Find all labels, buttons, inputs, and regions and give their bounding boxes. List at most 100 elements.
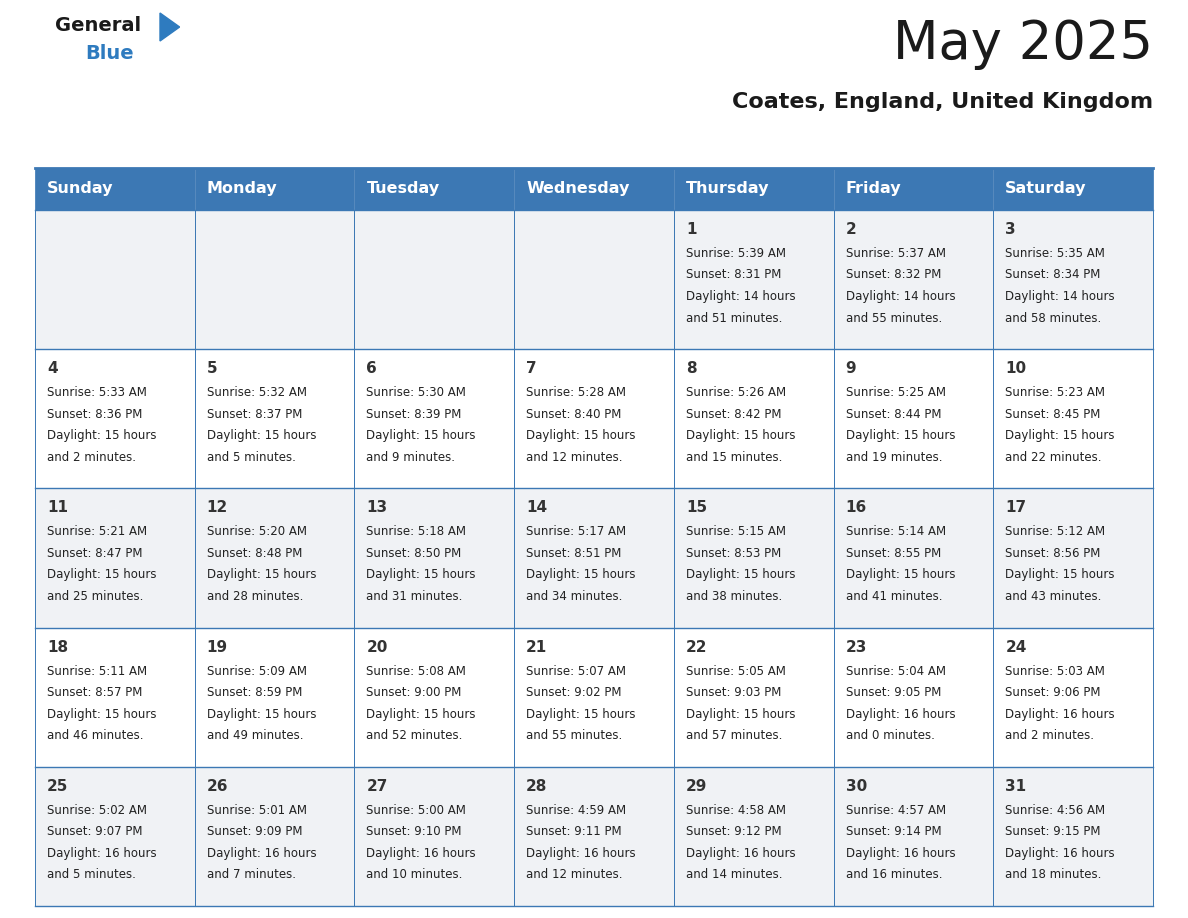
Text: Daylight: 15 hours: Daylight: 15 hours [846, 430, 955, 442]
Bar [354, 488, 514, 628]
Text: Daylight: 15 hours: Daylight: 15 hours [48, 708, 157, 721]
Text: Daylight: 16 hours: Daylight: 16 hours [526, 846, 636, 860]
Text: May 2025: May 2025 [893, 18, 1154, 70]
Bar [354, 767, 514, 906]
Text: Sunrise: 5:35 AM: Sunrise: 5:35 AM [1005, 247, 1105, 260]
Polygon shape [160, 13, 179, 41]
Text: Sunset: 8:42 PM: Sunset: 8:42 PM [685, 408, 782, 420]
Bar [674, 767, 834, 906]
Text: and 55 minutes.: and 55 minutes. [526, 729, 623, 742]
Text: Daylight: 15 hours: Daylight: 15 hours [366, 708, 476, 721]
Text: Sunrise: 5:23 AM: Sunrise: 5:23 AM [1005, 386, 1105, 399]
Bar [834, 488, 993, 628]
Text: and 12 minutes.: and 12 minutes. [526, 868, 623, 881]
Text: Sunrise: 5:11 AM: Sunrise: 5:11 AM [48, 665, 147, 677]
Text: Sunrise: 5:01 AM: Sunrise: 5:01 AM [207, 804, 307, 817]
Bar [834, 210, 993, 349]
Text: Daylight: 15 hours: Daylight: 15 hours [526, 430, 636, 442]
Text: Sunset: 9:07 PM: Sunset: 9:07 PM [48, 825, 143, 838]
Text: Sunrise: 5:26 AM: Sunrise: 5:26 AM [685, 386, 786, 399]
Text: Daylight: 15 hours: Daylight: 15 hours [207, 430, 316, 442]
Text: 27: 27 [366, 778, 387, 794]
Text: 24: 24 [1005, 640, 1026, 655]
Text: 13: 13 [366, 500, 387, 515]
Text: 8: 8 [685, 361, 696, 376]
Text: and 49 minutes.: and 49 minutes. [207, 729, 303, 742]
Text: Sunrise: 5:21 AM: Sunrise: 5:21 AM [48, 525, 147, 538]
Text: Sunset: 9:02 PM: Sunset: 9:02 PM [526, 686, 621, 700]
Text: 7: 7 [526, 361, 537, 376]
Text: 2: 2 [846, 222, 857, 237]
Text: Sunset: 8:34 PM: Sunset: 8:34 PM [1005, 268, 1100, 282]
Text: Wednesday: Wednesday [526, 182, 630, 196]
Text: Sunrise: 5:28 AM: Sunrise: 5:28 AM [526, 386, 626, 399]
Text: Daylight: 16 hours: Daylight: 16 hours [846, 846, 955, 860]
Bar [34, 488, 195, 628]
Text: Tuesday: Tuesday [366, 182, 440, 196]
Text: and 55 minutes.: and 55 minutes. [846, 311, 942, 324]
Text: Sunset: 8:36 PM: Sunset: 8:36 PM [48, 408, 143, 420]
Text: 1: 1 [685, 222, 696, 237]
Text: Sunrise: 5:37 AM: Sunrise: 5:37 AM [846, 247, 946, 260]
Bar [514, 168, 674, 210]
Text: 20: 20 [366, 640, 387, 655]
Text: Sunrise: 5:17 AM: Sunrise: 5:17 AM [526, 525, 626, 538]
Text: Daylight: 16 hours: Daylight: 16 hours [1005, 708, 1114, 721]
Text: Sunday: Sunday [48, 182, 114, 196]
Text: Sunset: 8:57 PM: Sunset: 8:57 PM [48, 686, 143, 700]
Text: Sunrise: 5:14 AM: Sunrise: 5:14 AM [846, 525, 946, 538]
Text: Daylight: 15 hours: Daylight: 15 hours [207, 568, 316, 581]
Text: 28: 28 [526, 778, 548, 794]
Text: 18: 18 [48, 640, 68, 655]
Text: Sunset: 9:14 PM: Sunset: 9:14 PM [846, 825, 941, 838]
Text: Daylight: 16 hours: Daylight: 16 hours [48, 846, 157, 860]
Text: Daylight: 15 hours: Daylight: 15 hours [526, 708, 636, 721]
Text: Sunrise: 5:09 AM: Sunrise: 5:09 AM [207, 665, 307, 677]
Text: General: General [55, 16, 141, 35]
Text: 30: 30 [846, 778, 867, 794]
Text: Sunset: 8:56 PM: Sunset: 8:56 PM [1005, 547, 1100, 560]
Bar [195, 628, 354, 767]
Bar [674, 168, 834, 210]
Text: and 7 minutes.: and 7 minutes. [207, 868, 296, 881]
Text: Sunset: 8:37 PM: Sunset: 8:37 PM [207, 408, 302, 420]
Bar [34, 628, 195, 767]
Text: Sunset: 8:45 PM: Sunset: 8:45 PM [1005, 408, 1100, 420]
Text: and 41 minutes.: and 41 minutes. [846, 590, 942, 603]
Bar [993, 628, 1154, 767]
Bar [34, 767, 195, 906]
Text: 6: 6 [366, 361, 377, 376]
Text: Sunrise: 5:15 AM: Sunrise: 5:15 AM [685, 525, 785, 538]
Bar [834, 628, 993, 767]
Text: Monday: Monday [207, 182, 277, 196]
Bar [354, 168, 514, 210]
Text: Sunset: 9:11 PM: Sunset: 9:11 PM [526, 825, 621, 838]
Bar [195, 349, 354, 488]
Bar [195, 767, 354, 906]
Text: 19: 19 [207, 640, 228, 655]
Text: Thursday: Thursday [685, 182, 770, 196]
Text: 14: 14 [526, 500, 548, 515]
Text: Daylight: 15 hours: Daylight: 15 hours [685, 708, 795, 721]
Bar [514, 210, 674, 349]
Text: and 22 minutes.: and 22 minutes. [1005, 451, 1101, 464]
Text: and 2 minutes.: and 2 minutes. [48, 451, 135, 464]
Text: 11: 11 [48, 500, 68, 515]
Bar [834, 168, 993, 210]
Text: 26: 26 [207, 778, 228, 794]
Text: 15: 15 [685, 500, 707, 515]
Text: and 15 minutes.: and 15 minutes. [685, 451, 782, 464]
Text: Sunset: 8:59 PM: Sunset: 8:59 PM [207, 686, 302, 700]
Text: Daylight: 16 hours: Daylight: 16 hours [1005, 846, 1114, 860]
Text: 25: 25 [48, 778, 69, 794]
Text: Sunset: 8:55 PM: Sunset: 8:55 PM [846, 547, 941, 560]
Text: and 12 minutes.: and 12 minutes. [526, 451, 623, 464]
Text: Daylight: 15 hours: Daylight: 15 hours [1005, 430, 1114, 442]
Text: Sunrise: 5:03 AM: Sunrise: 5:03 AM [1005, 665, 1105, 677]
Text: and 16 minutes.: and 16 minutes. [846, 868, 942, 881]
Bar [993, 210, 1154, 349]
Text: and 51 minutes.: and 51 minutes. [685, 311, 782, 324]
Text: and 31 minutes.: and 31 minutes. [366, 590, 463, 603]
Text: Sunrise: 5:30 AM: Sunrise: 5:30 AM [366, 386, 467, 399]
Text: Daylight: 15 hours: Daylight: 15 hours [366, 568, 476, 581]
